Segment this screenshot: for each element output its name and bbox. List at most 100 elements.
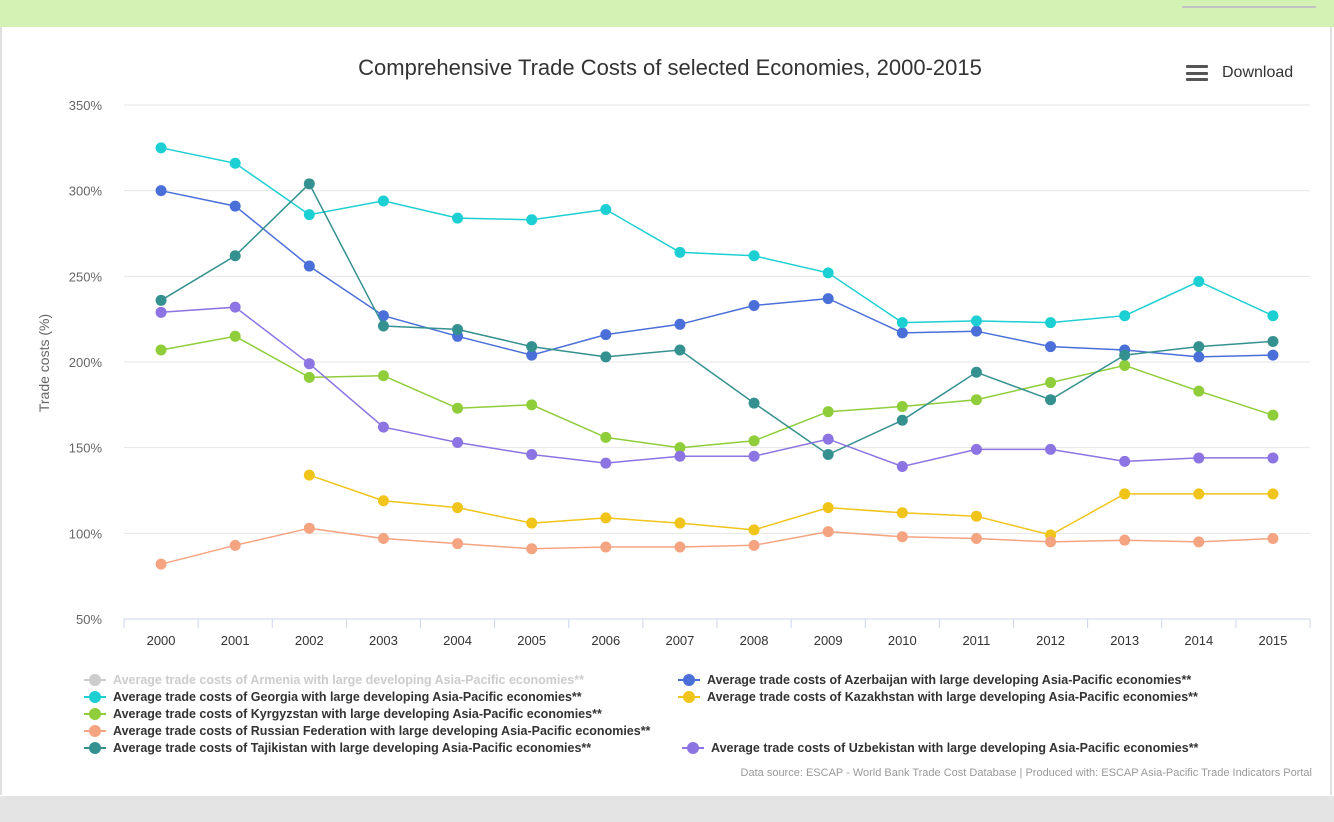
data-point[interactable] bbox=[600, 457, 612, 469]
data-point[interactable] bbox=[970, 394, 982, 406]
data-point[interactable] bbox=[452, 538, 464, 550]
data-point[interactable] bbox=[1119, 455, 1131, 467]
data-point[interactable] bbox=[155, 344, 167, 356]
series-line[interactable] bbox=[161, 306, 1273, 468]
data-point[interactable] bbox=[526, 399, 538, 411]
data-point[interactable] bbox=[970, 532, 982, 544]
data-point[interactable] bbox=[1267, 532, 1279, 544]
data-point[interactable] bbox=[674, 246, 686, 258]
data-point[interactable] bbox=[1193, 275, 1205, 287]
data-point[interactable] bbox=[303, 371, 315, 383]
data-point[interactable] bbox=[1267, 335, 1279, 347]
data-point[interactable] bbox=[822, 502, 834, 514]
data-point[interactable] bbox=[303, 260, 315, 272]
data-point[interactable] bbox=[155, 558, 167, 570]
data-point[interactable] bbox=[1045, 443, 1057, 455]
legend-item-0[interactable]: Average trade costs of Armenia with larg… bbox=[84, 673, 584, 687]
data-point[interactable] bbox=[748, 450, 760, 462]
data-point[interactable] bbox=[896, 317, 908, 329]
data-point[interactable] bbox=[674, 450, 686, 462]
data-point[interactable] bbox=[452, 323, 464, 335]
data-point[interactable] bbox=[155, 185, 167, 197]
data-point[interactable] bbox=[896, 531, 908, 543]
series-2[interactable] bbox=[155, 142, 1279, 329]
data-point[interactable] bbox=[377, 495, 389, 507]
data-point[interactable] bbox=[600, 329, 612, 341]
data-point[interactable] bbox=[748, 250, 760, 262]
data-point[interactable] bbox=[303, 358, 315, 370]
data-point[interactable] bbox=[1193, 452, 1205, 464]
data-point[interactable] bbox=[1193, 351, 1205, 363]
data-point[interactable] bbox=[1045, 377, 1057, 389]
data-point[interactable] bbox=[229, 200, 241, 212]
data-point[interactable] bbox=[822, 526, 834, 538]
legend-item-6[interactable]: Average trade costs of Tajikistan with l… bbox=[84, 741, 591, 755]
data-point[interactable] bbox=[303, 178, 315, 190]
series-3[interactable] bbox=[303, 469, 1279, 541]
series-line[interactable] bbox=[160, 189, 1273, 358]
data-point[interactable] bbox=[1119, 310, 1131, 322]
data-point[interactable] bbox=[896, 507, 908, 519]
data-point[interactable] bbox=[526, 341, 538, 353]
data-point[interactable] bbox=[452, 502, 464, 514]
legend-item-4[interactable]: Average trade costs of Kyrgyzstan with l… bbox=[84, 707, 602, 721]
data-point[interactable] bbox=[674, 318, 686, 330]
data-point[interactable] bbox=[377, 195, 389, 207]
data-point[interactable] bbox=[748, 299, 760, 311]
series-line[interactable] bbox=[160, 527, 1273, 565]
data-point[interactable] bbox=[377, 310, 389, 322]
data-point[interactable] bbox=[896, 327, 908, 339]
data-point[interactable] bbox=[600, 431, 612, 443]
data-point[interactable] bbox=[377, 421, 389, 433]
data-point[interactable] bbox=[674, 442, 686, 454]
series-line[interactable] bbox=[160, 335, 1274, 449]
data-point[interactable] bbox=[896, 401, 908, 413]
data-point[interactable] bbox=[600, 512, 612, 524]
data-point[interactable] bbox=[970, 510, 982, 522]
data-point[interactable] bbox=[1267, 310, 1279, 322]
data-point[interactable] bbox=[155, 294, 167, 306]
data-point[interactable] bbox=[1193, 536, 1205, 548]
data-point[interactable] bbox=[229, 539, 241, 551]
data-point[interactable] bbox=[452, 212, 464, 224]
data-point[interactable] bbox=[896, 461, 908, 473]
data-point[interactable] bbox=[970, 366, 982, 378]
data-point[interactable] bbox=[1119, 534, 1131, 546]
data-point[interactable] bbox=[303, 209, 315, 221]
data-point[interactable] bbox=[155, 306, 167, 318]
data-point[interactable] bbox=[1119, 349, 1131, 361]
data-point[interactable] bbox=[377, 532, 389, 544]
data-point[interactable] bbox=[229, 330, 241, 342]
data-point[interactable] bbox=[1193, 385, 1205, 397]
series-line[interactable] bbox=[160, 147, 1274, 324]
data-point[interactable] bbox=[229, 157, 241, 169]
data-point[interactable] bbox=[1193, 488, 1205, 500]
data-point[interactable] bbox=[526, 449, 538, 461]
data-point[interactable] bbox=[748, 397, 760, 409]
series-line[interactable] bbox=[309, 474, 1273, 536]
data-point[interactable] bbox=[748, 435, 760, 447]
data-point[interactable] bbox=[1267, 349, 1279, 361]
data-point[interactable] bbox=[822, 449, 834, 461]
data-source-credits[interactable]: Data source: ESCAP - World Bank Trade Co… bbox=[740, 767, 1312, 779]
data-point[interactable] bbox=[526, 543, 538, 555]
data-point[interactable] bbox=[896, 414, 908, 426]
data-point[interactable] bbox=[526, 214, 538, 226]
data-point[interactable] bbox=[600, 351, 612, 363]
data-point[interactable] bbox=[526, 517, 538, 529]
data-point[interactable] bbox=[600, 541, 612, 553]
legend-item-3[interactable]: Average trade costs of Kazakhstan with l… bbox=[678, 690, 1198, 704]
data-point[interactable] bbox=[229, 301, 241, 313]
data-point[interactable] bbox=[1045, 536, 1057, 548]
series-7[interactable] bbox=[155, 301, 1279, 473]
data-point[interactable] bbox=[1193, 341, 1205, 353]
data-point[interactable] bbox=[452, 437, 464, 449]
data-point[interactable] bbox=[303, 469, 315, 481]
data-point[interactable] bbox=[822, 293, 834, 305]
legend-item-5[interactable]: Average trade costs of Russian Federatio… bbox=[84, 724, 650, 738]
data-point[interactable] bbox=[1267, 452, 1279, 464]
data-point[interactable] bbox=[822, 406, 834, 418]
data-point[interactable] bbox=[229, 250, 241, 262]
data-point[interactable] bbox=[1267, 488, 1279, 500]
data-point[interactable] bbox=[1045, 341, 1057, 353]
